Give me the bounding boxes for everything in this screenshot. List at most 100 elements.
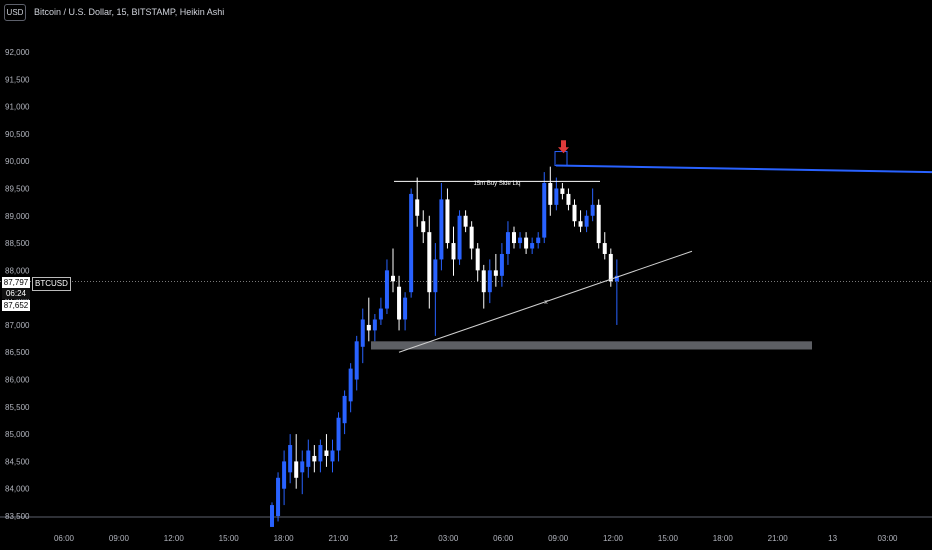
chart-header: USD Bitcoin / U.S. Dollar, 15, BITSTAMP,… [0,0,224,24]
resistance-line [555,164,932,174]
y-tick-label: 84,500 [5,457,30,466]
y-tick-label: 85,000 [5,430,30,439]
candle-body [288,445,293,473]
y-tick-label: 86,500 [5,348,30,357]
x-tick-label: 13 [828,534,837,543]
drawings [371,140,932,353]
candle-body [366,324,371,331]
x-tick-label: 09:00 [548,534,569,543]
candle-body [602,243,607,254]
candle-body [342,395,347,424]
y-tick-label: 90,500 [5,130,30,139]
candle-body [312,455,317,462]
candle-body [415,199,420,216]
y-tick-label: 91,500 [5,75,30,84]
candle-body [294,461,299,478]
candle-body [590,204,595,216]
candle-body [421,221,426,233]
candle-body [451,243,456,260]
x-tick-label: 12:00 [603,534,624,543]
candle-body [427,232,432,293]
candle-body [481,270,486,293]
candle-body [409,193,414,293]
x-tick-label: 18:00 [274,534,295,543]
candle-body [542,183,547,238]
symbol-title: Bitcoin / U.S. Dollar, 15, BITSTAMP, Hei… [34,7,225,17]
candles [270,166,619,527]
candle-body [378,308,383,320]
candle-body [536,237,541,244]
buy-side-liq-label[interactable]: 15m Buy Side Liq [473,181,520,187]
last-price-badge: 87,797 [2,277,30,288]
candle-body [403,297,408,320]
x-tick-label: 18:00 [713,534,734,543]
x-tick-label: 15:00 [219,534,240,543]
candle-body [457,215,462,260]
x-tick-label: 21:00 [768,534,789,543]
candle-body [560,188,565,194]
x-tick-label: 03:00 [438,534,459,543]
candle-body [348,368,353,402]
candle-body [469,226,474,249]
candle-body [391,275,395,282]
candle-body [360,319,365,347]
x-tick-label: 09:00 [109,534,130,543]
candle-body [270,505,274,527]
candle-body [530,243,535,249]
x-axis: 06:00 09:00 12:00 15:00 18:00 21:00 12 03:00 06:… [54,534,898,543]
x-tick-label: 15:00 [658,534,679,543]
y-tick-label: 84,000 [5,485,30,494]
candle-body [276,477,281,516]
candle-body [372,319,377,331]
y-tick-label: 85,500 [5,403,30,412]
candle-body [475,248,480,271]
candle-body [614,275,619,282]
y-tick-label: 90,000 [5,157,30,166]
y-tick-label: 92,000 [5,48,30,57]
bar-countdown: 06:24 [2,288,30,299]
low-price-badge: 87,652 [2,300,30,311]
symbol-tag: BTCUSD [32,277,71,291]
currency-button[interactable]: USD [4,3,26,21]
candle-body [499,253,504,276]
candle-body [463,215,468,227]
candle-body [330,450,335,462]
trendline-marker: x [544,299,548,306]
candle-body [566,193,571,205]
candle-body [493,270,498,276]
y-tick-label: 87,000 [5,321,30,330]
candle-body [512,232,516,244]
y-tick-label: 88,000 [5,266,30,275]
x-tick-label: 12 [389,534,398,543]
arrow-down-icon [558,140,569,154]
candle-body [300,461,305,473]
y-tick-label: 89,500 [5,184,30,193]
x-tick-label: 06:00 [493,534,514,543]
y-tick-label: 88,500 [5,239,30,248]
candle-body [439,199,444,260]
trendline [398,250,693,353]
y-tick-label: 83,500 [5,512,30,521]
candle-body [578,221,583,227]
candle-body [518,237,523,244]
candle-body [608,253,613,282]
demand-zone [371,341,812,350]
resistance-anchor-box [554,151,568,167]
candle-body [596,204,601,244]
candle-body [505,232,510,254]
candle-body [433,259,438,293]
candle-body [524,237,529,249]
candle-body [487,270,492,293]
x-tick-label: 06:00 [54,534,75,543]
x-tick-label: 12:00 [164,534,185,543]
candle-body [318,445,323,462]
candle-body [336,417,341,451]
y-tick-label: 86,000 [5,376,30,385]
candle-body [354,341,359,380]
candle-body [397,286,402,320]
y-tick-label: 89,000 [5,212,30,221]
candle-body [282,461,287,489]
candle-body [584,215,589,227]
candle-body [384,270,389,309]
